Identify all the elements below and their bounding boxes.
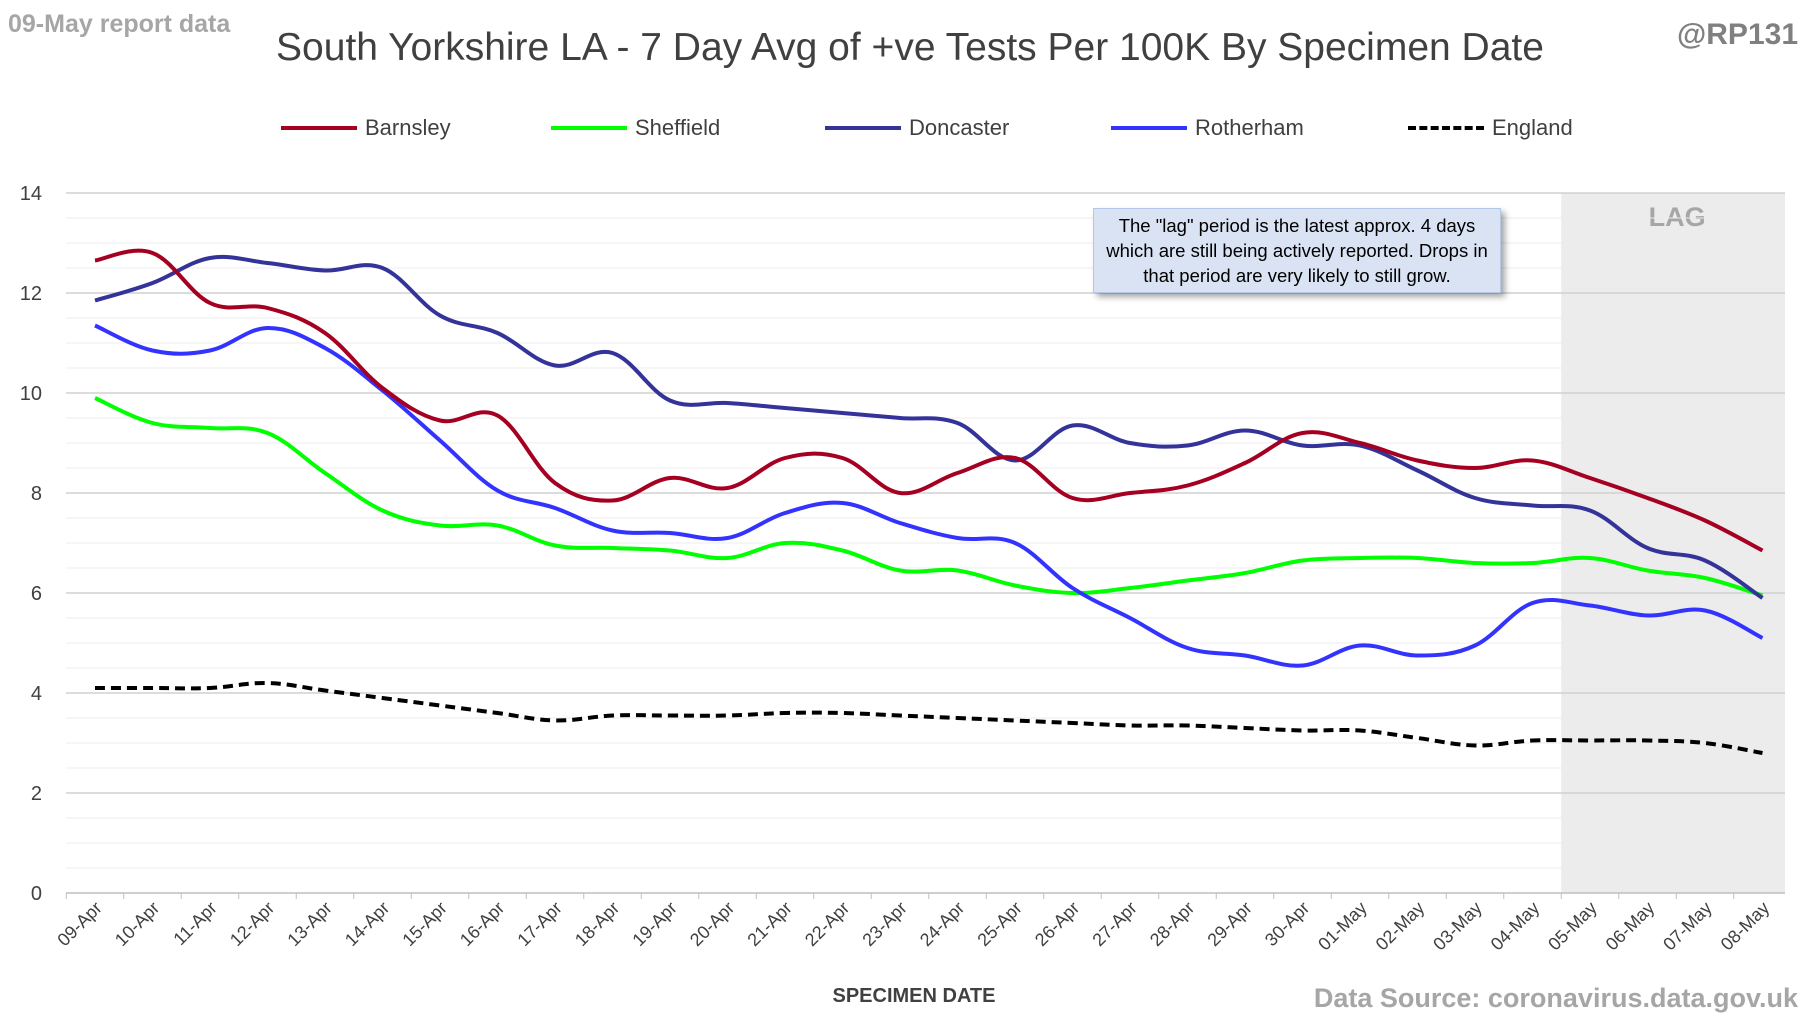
series-line-barnsley [94, 248, 1764, 553]
legend-item-sheffield: Sheffield [551, 113, 720, 143]
legend-swatch-england [1408, 126, 1484, 130]
x-tick-label: 06-May [1602, 898, 1659, 955]
x-tick-label: 18-Apr [571, 898, 623, 950]
y-tick-label: 8 [31, 483, 42, 505]
legend-item-barnsley: Barnsley [281, 113, 451, 143]
lag-label: LAG [1649, 202, 1706, 232]
legend-swatch-doncaster [825, 126, 901, 130]
legend-item-doncaster: Doncaster [825, 113, 1009, 143]
y-tick-label: 4 [31, 683, 42, 705]
y-tick-label: 2 [31, 783, 42, 805]
legend-swatch-sheffield [551, 126, 627, 130]
chart-title: South Yorkshire LA - 7 Day Avg of +ve Te… [276, 26, 1544, 69]
y-tick-label: 6 [31, 583, 42, 605]
x-tick-label: 14-Apr [341, 898, 393, 950]
x-tick-label: 15-Apr [398, 898, 450, 950]
report-tag: 09-May report data [8, 10, 231, 38]
legend-swatch-barnsley [281, 126, 357, 130]
legend-label-barnsley: Barnsley [365, 115, 451, 140]
legend-item-rotherham: Rotherham [1111, 113, 1304, 143]
x-tick-label: 25-Apr [973, 898, 1025, 950]
x-tick-label: 19-Apr [628, 898, 680, 950]
y-tick-label: 10 [20, 383, 42, 405]
series-line-england [94, 680, 1763, 755]
data-source: Data Source: coronavirus.data.gov.uk [1313, 983, 1798, 1013]
author-handle: @RP131 [1677, 18, 1798, 51]
y-tick-label: 0 [31, 883, 42, 905]
x-tick-label: 30-Apr [1261, 898, 1313, 950]
series-line-sheffield [94, 396, 1764, 598]
x-tick-label: 23-Apr [858, 898, 910, 950]
lag-note: The "lag" period is the latest approx. 4… [1093, 208, 1501, 293]
legend-swatch-rotherham [1111, 126, 1187, 130]
x-tick-label: 09-Apr [53, 898, 105, 950]
x-tick-label: 17-Apr [513, 898, 565, 950]
x-axis-title: SPECIMEN DATE [833, 985, 996, 1007]
y-tick-label: 12 [20, 283, 42, 305]
x-tick-label: 28-Apr [1146, 898, 1198, 950]
legend-item-england: England [1408, 113, 1573, 143]
x-tick-label: 27-Apr [1088, 898, 1140, 950]
x-tick-label: 13-Apr [283, 898, 335, 950]
x-tick-label: 26-Apr [1031, 898, 1083, 950]
x-tick-label: 16-Apr [456, 898, 508, 950]
x-tick-label: 02-May [1372, 898, 1429, 955]
x-tick-label: 08-May [1717, 898, 1774, 955]
x-tick-label: 05-May [1544, 898, 1601, 955]
x-tick-label: 12-Apr [226, 898, 278, 950]
y-tick-label: 14 [20, 183, 42, 205]
x-tick-label: 29-Apr [1203, 898, 1255, 950]
x-tick-label: 04-May [1487, 898, 1544, 955]
series-line-doncaster [94, 254, 1764, 600]
legend: Barnsley Sheffield Doncaster Rotherham E… [0, 113, 1820, 143]
legend-label-rotherham: Rotherham [1195, 115, 1304, 140]
x-tick-label: 24-Apr [916, 898, 968, 950]
legend-label-doncaster: Doncaster [909, 115, 1010, 140]
series-line-rotherham [94, 323, 1764, 668]
x-tick-label: 07-May [1659, 898, 1716, 955]
x-tick-label: 20-Apr [686, 898, 738, 950]
legend-label-sheffield: Sheffield [635, 115, 721, 140]
x-tick-label: 22-Apr [801, 898, 853, 950]
x-tick-label: 21-Apr [743, 898, 795, 950]
x-tick-label: 03-May [1429, 898, 1486, 955]
x-tick-label: 01-May [1314, 898, 1371, 955]
x-tick-label: 10-Apr [111, 898, 163, 950]
x-tick-label: 11-Apr [169, 898, 220, 949]
legend-label-england: England [1492, 115, 1573, 140]
